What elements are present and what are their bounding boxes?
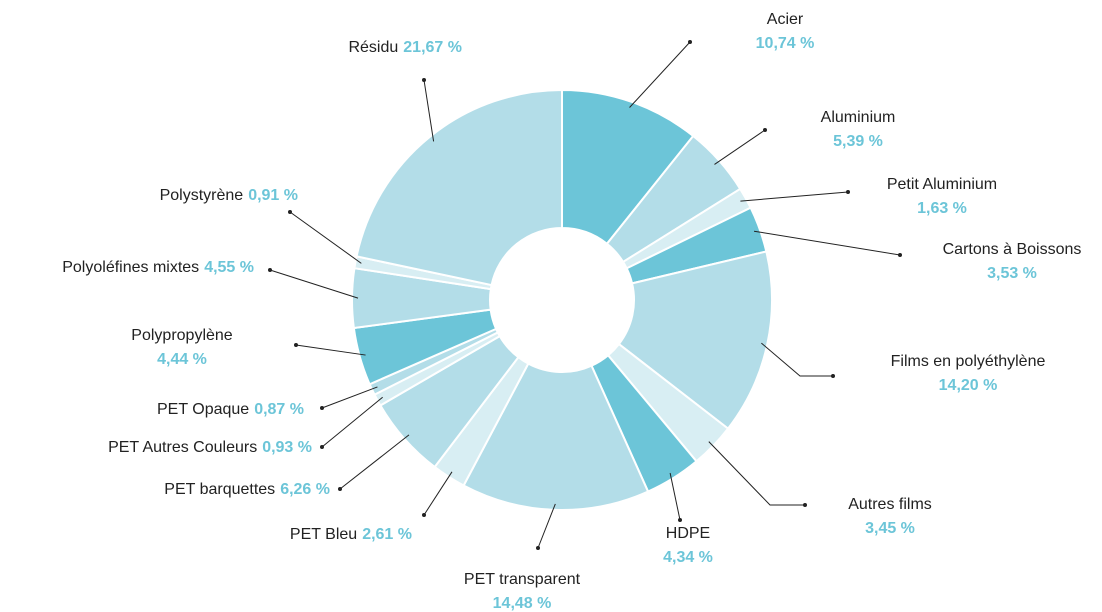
slice-value: 0,91 % — [248, 187, 298, 204]
leader-line — [423, 471, 453, 516]
slice-value: 4,34 % — [663, 549, 713, 566]
slice-label: Polystyrène — [160, 187, 244, 204]
leader-line — [761, 342, 833, 377]
slice-label: PET barquettes — [164, 481, 275, 498]
slice-label-group: PET Autres Couleurs 0,93 % — [108, 439, 312, 456]
leader-dot — [803, 503, 807, 507]
leader-line — [295, 344, 366, 356]
slice-label: Polyoléfines mixtes — [62, 259, 199, 276]
leader-dot — [338, 487, 342, 491]
slice-value: 0,93 % — [262, 439, 312, 456]
slice-label-group: PET Bleu 2,61 % — [290, 526, 412, 543]
leader-dot — [320, 445, 324, 449]
slice-label: PET Bleu — [290, 526, 357, 543]
slice-value: 3,45 % — [865, 520, 915, 537]
slice-label: PET Opaque — [157, 401, 249, 418]
slice — [355, 88, 563, 287]
leader-dot — [536, 546, 540, 550]
leader-line — [740, 191, 849, 202]
leader-line — [289, 211, 362, 264]
leader-dot — [831, 374, 835, 378]
slice-label: Petit Aluminium — [887, 176, 997, 193]
leader-line — [753, 230, 901, 256]
leader-line — [321, 396, 383, 448]
slice — [561, 88, 695, 246]
leader-dot — [288, 210, 292, 214]
slice-label: Autres films — [848, 496, 932, 513]
slice-value: 3,53 % — [987, 265, 1037, 282]
slice-label-group: Polystyrène 0,91 % — [160, 187, 298, 204]
slice — [617, 250, 773, 431]
slice-label-group: Polyoléfines mixtes 4,55 % — [62, 259, 254, 276]
slice-label-group: PET barquettes 6,26 % — [164, 481, 330, 498]
leader-line — [669, 472, 681, 521]
slice-label-group: Résidu 21,67 % — [348, 39, 462, 56]
slice-value: 2,61 % — [362, 526, 412, 543]
leader-dot — [678, 518, 682, 522]
slice-value: 5,39 % — [833, 133, 883, 150]
leader-line — [629, 41, 691, 108]
slice-label: Cartons à Boissons — [943, 241, 1082, 258]
slice-value: 14,20 % — [939, 377, 998, 394]
leader-line — [269, 269, 359, 299]
leader-dot — [268, 268, 272, 272]
slice-label: Résidu — [348, 39, 398, 56]
slice-value: 6,26 % — [280, 481, 330, 498]
slice-label: Polypropylène — [131, 327, 233, 344]
slice-value: 14,48 % — [493, 595, 552, 612]
leader-dot — [898, 253, 902, 257]
leader-dot — [422, 78, 426, 82]
slice-label: Films en polyéthylène — [891, 353, 1046, 370]
leader-dot — [294, 343, 298, 347]
leader-line — [339, 434, 410, 490]
leader-dot — [763, 128, 767, 132]
slice-value: 4,44 % — [157, 351, 207, 368]
leader-line — [708, 441, 805, 506]
leader-line — [423, 79, 435, 142]
leader-dot — [422, 513, 426, 517]
leader-line — [321, 386, 378, 409]
leader-dot — [320, 406, 324, 410]
slice-value: 10,74 % — [756, 35, 815, 52]
leader-dot — [846, 190, 850, 194]
slice-label: Acier — [767, 11, 804, 28]
slice-value: 4,55 % — [204, 259, 254, 276]
leader-dot — [688, 40, 692, 44]
slice-label: HDPE — [666, 525, 710, 542]
slice-label-group: PET Opaque 0,87 % — [157, 401, 304, 418]
slice-value: 0,87 % — [254, 401, 304, 418]
slice-label: Aluminium — [821, 109, 896, 126]
slice-value: 1,63 % — [917, 200, 967, 217]
leader-line — [537, 503, 556, 549]
leader-line — [714, 129, 766, 165]
slice-value: 21,67 % — [403, 39, 462, 56]
slice-label: PET Autres Couleurs — [108, 439, 257, 456]
slice-label: PET transparent — [464, 571, 581, 588]
